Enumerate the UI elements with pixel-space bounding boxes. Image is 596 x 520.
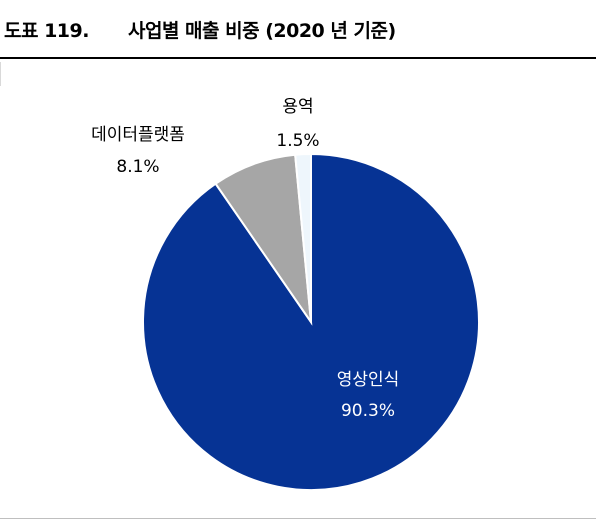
figure-number: 도표 119. [4, 20, 89, 42]
pie-labels: 영상인식 90.3% 데이터플랫폼 8.1% 용역 1.5% [91, 97, 399, 421]
pie-slice-3 [294, 152, 312, 323]
slice-label-1: 영상인식 [337, 370, 400, 390]
slice-value-label-1: 90.3% [341, 401, 395, 421]
figure-header: 도표 119. 사업별 매출 비중 (2020 년 기준) [0, 0, 596, 56]
header-rule [0, 57, 596, 59]
pie-slices [142, 152, 480, 491]
slice-label-2: 데이터플랫폼 [91, 125, 185, 145]
figure-title: 사업별 매출 비중 (2020 년 기준) [128, 20, 396, 42]
chart-frame-edge [0, 62, 1, 86]
slice-value-label-2: 8.1% [116, 157, 159, 177]
footer-rule [0, 518, 596, 519]
slice-value-label-3: 1.5% [276, 131, 319, 151]
slice-label-3: 용역 [282, 97, 313, 117]
